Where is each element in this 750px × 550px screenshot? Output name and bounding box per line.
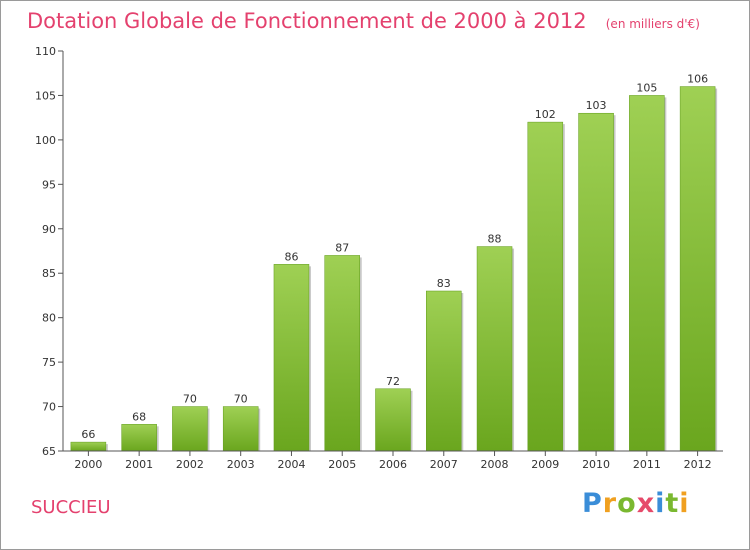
chart-unit-label: (en milliers d'€) xyxy=(605,17,700,31)
value-label-2007: 83 xyxy=(437,277,451,290)
y-tick-label: 105 xyxy=(35,89,56,102)
y-tick-label: 80 xyxy=(42,312,56,325)
logo-letter: t xyxy=(665,488,680,519)
y-tick-label: 90 xyxy=(42,223,56,236)
x-tick-label-2011: 2011 xyxy=(633,458,661,471)
y-tick-label: 75 xyxy=(42,356,56,369)
logo-letter: i xyxy=(655,488,666,519)
logo-letter: P xyxy=(582,488,603,519)
value-label-2002: 70 xyxy=(183,393,197,406)
logo-letter: o xyxy=(617,488,637,519)
commune-name: SUCCIEU xyxy=(31,497,111,518)
title-line: Dotation Globale de Fonctionnement de 20… xyxy=(27,9,700,33)
x-tick-label-2008: 2008 xyxy=(481,458,509,471)
x-tick-label-2007: 2007 xyxy=(430,458,458,471)
bar-2003 xyxy=(222,406,259,452)
value-label-2012: 106 xyxy=(687,73,708,86)
value-label-2005: 87 xyxy=(335,241,349,254)
value-label-2006: 72 xyxy=(386,375,400,388)
logo-letter: x xyxy=(636,488,656,519)
x-tick-label-2009: 2009 xyxy=(531,458,559,471)
bar-2009 xyxy=(527,121,564,452)
bar-2008 xyxy=(476,246,513,452)
value-label-2001: 68 xyxy=(132,410,146,423)
bar-2010 xyxy=(578,112,614,452)
y-tick-label: 100 xyxy=(35,134,56,147)
bar-2004 xyxy=(273,264,310,452)
bar-2002 xyxy=(172,406,208,452)
bar-2000 xyxy=(70,441,107,452)
chart-title: Dotation Globale de Fonctionnement de 20… xyxy=(27,9,587,33)
y-tick-label: 110 xyxy=(35,45,56,58)
y-tick-label: 70 xyxy=(42,401,56,414)
y-tick-label: 95 xyxy=(42,178,56,191)
value-label-2003: 70 xyxy=(234,393,248,406)
bar-2012 xyxy=(679,86,716,452)
x-tick-label-2001: 2001 xyxy=(125,458,153,471)
x-tick-label-2000: 2000 xyxy=(74,458,102,471)
bar-2005 xyxy=(324,255,360,452)
bar-2006 xyxy=(375,388,411,452)
x-tick-label-2005: 2005 xyxy=(328,458,356,471)
x-tick-label-2012: 2012 xyxy=(684,458,712,471)
value-label-2011: 105 xyxy=(636,81,657,94)
x-tick-label-2010: 2010 xyxy=(582,458,610,471)
bar-2007 xyxy=(426,290,462,452)
y-tick-label: 65 xyxy=(42,445,56,458)
bar-2001 xyxy=(121,424,157,452)
value-label-2004: 86 xyxy=(284,250,298,263)
y-tick-label: 85 xyxy=(42,267,56,280)
proxiti-logo: Proxiti xyxy=(582,488,690,519)
value-label-2010: 103 xyxy=(586,99,607,112)
logo-letter: r xyxy=(602,488,618,519)
logo-letter: i xyxy=(679,488,690,519)
x-tick-label-2002: 2002 xyxy=(176,458,204,471)
x-tick-label-2006: 2006 xyxy=(379,458,407,471)
value-label-2000: 66 xyxy=(81,428,95,441)
value-label-2008: 88 xyxy=(488,233,502,246)
bar-2011 xyxy=(629,95,665,452)
value-label-2009: 102 xyxy=(535,108,556,121)
x-tick-label-2004: 2004 xyxy=(277,458,305,471)
x-tick-label-2003: 2003 xyxy=(227,458,255,471)
